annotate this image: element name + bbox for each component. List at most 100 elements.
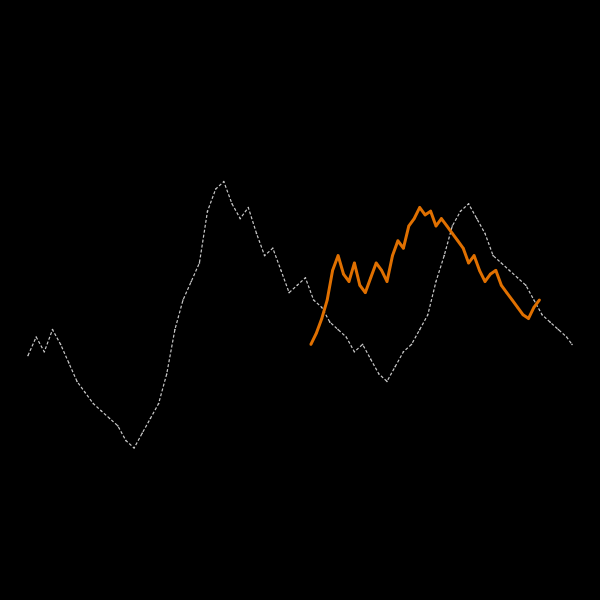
series-0-point: [35, 336, 37, 338]
series-0-point: [516, 277, 519, 279]
series-0-point: [378, 373, 380, 375]
series-1-point: [494, 269, 498, 272]
series-0-point: [500, 262, 503, 264]
series-0: [27, 180, 573, 449]
series-1-point: [320, 317, 324, 320]
series-1: [309, 206, 541, 346]
series-0-point: [565, 336, 568, 338]
series-0-point: [198, 262, 201, 264]
series-0-point: [68, 362, 70, 364]
series-0-point: [571, 343, 573, 346]
series-1-point: [461, 246, 465, 250]
series-0-point: [296, 284, 299, 287]
series-0-point: [231, 203, 233, 205]
series-0-point: [435, 280, 437, 283]
series-1-point: [358, 283, 362, 287]
series-0-point: [492, 254, 494, 257]
series-0-point: [182, 299, 184, 301]
series-1-point: [450, 232, 454, 235]
series-0-point: [386, 380, 388, 383]
series-0-point: [508, 269, 511, 272]
series-0-point: [410, 343, 413, 346]
series-1-point: [472, 254, 476, 257]
series-1-point: [407, 224, 411, 228]
series-1-point: [532, 306, 536, 309]
series-0-point: [402, 351, 405, 353]
series-0-point: [484, 232, 486, 235]
series-0-point: [361, 343, 364, 346]
series-0-point: [312, 299, 315, 301]
series-0-point: [451, 225, 454, 227]
series-0-point: [467, 203, 470, 205]
series-1-point: [347, 280, 351, 283]
series-1-point: [396, 239, 400, 243]
series-0-point: [149, 417, 152, 420]
series-0-point: [337, 328, 339, 331]
series-0-point: [263, 254, 266, 257]
series-1-point: [505, 291, 509, 294]
series-0-point: [214, 188, 217, 190]
series-0-point: [133, 447, 135, 449]
series-1-point: [325, 298, 329, 302]
series-0-point: [304, 277, 307, 279]
series-1-point: [483, 280, 487, 283]
series-0-point: [223, 180, 225, 183]
series-1-point: [489, 272, 492, 276]
series-0-point: [43, 351, 46, 353]
series-1-point: [331, 269, 334, 272]
series-0-point: [288, 291, 290, 294]
series-0-point: [369, 358, 372, 361]
series-0-point: [76, 380, 78, 383]
series-0-point: [427, 314, 429, 316]
series-0-point: [125, 439, 127, 442]
series-1-point: [521, 313, 525, 317]
series-0-point: [92, 402, 95, 405]
series-1-point: [412, 217, 416, 221]
series-0-point: [117, 425, 119, 427]
series-1-point: [478, 269, 481, 272]
series-0-point: [345, 336, 348, 338]
series-0-point: [255, 232, 258, 235]
series-0-point: [239, 217, 241, 220]
series-1-point: [385, 280, 389, 283]
series-0-point: [329, 321, 331, 324]
series-0-point: [272, 247, 274, 249]
series-1-point: [423, 213, 427, 217]
series-1-point: [374, 261, 378, 265]
series-0-point: [108, 417, 111, 420]
series-1-point: [309, 343, 313, 346]
series-1-point: [391, 254, 394, 257]
series-1-point: [353, 261, 356, 265]
series-1-point: [527, 317, 530, 320]
series-0-point: [59, 343, 62, 346]
series-0-line: [27, 181, 573, 449]
series-0-point: [100, 410, 103, 412]
series-1-point: [445, 224, 449, 228]
series-1-point: [402, 246, 405, 250]
series-0-point: [476, 217, 478, 220]
series-1-point: [363, 291, 367, 294]
series-0-point: [27, 354, 29, 357]
series-0-point: [84, 391, 86, 394]
series-0-point: [394, 365, 397, 368]
series-1-point: [418, 206, 422, 209]
series-0-point: [353, 351, 356, 353]
series-1-point: [440, 217, 443, 221]
series-0-point: [541, 314, 543, 316]
series-0-point: [190, 280, 192, 283]
series-1-point: [510, 298, 514, 302]
series-0-point: [165, 373, 168, 375]
series-0-point: [443, 254, 446, 257]
series-0-point: [174, 328, 176, 331]
series-0-point: [321, 306, 323, 309]
series-1-point: [456, 239, 460, 243]
series-0-point: [533, 299, 535, 301]
series-1-point: [369, 276, 373, 280]
series-0-point: [280, 269, 282, 272]
series-1-point: [499, 283, 503, 287]
series-0-point: [418, 328, 421, 331]
series-1-point: [429, 209, 432, 213]
series-0-point: [549, 321, 551, 324]
